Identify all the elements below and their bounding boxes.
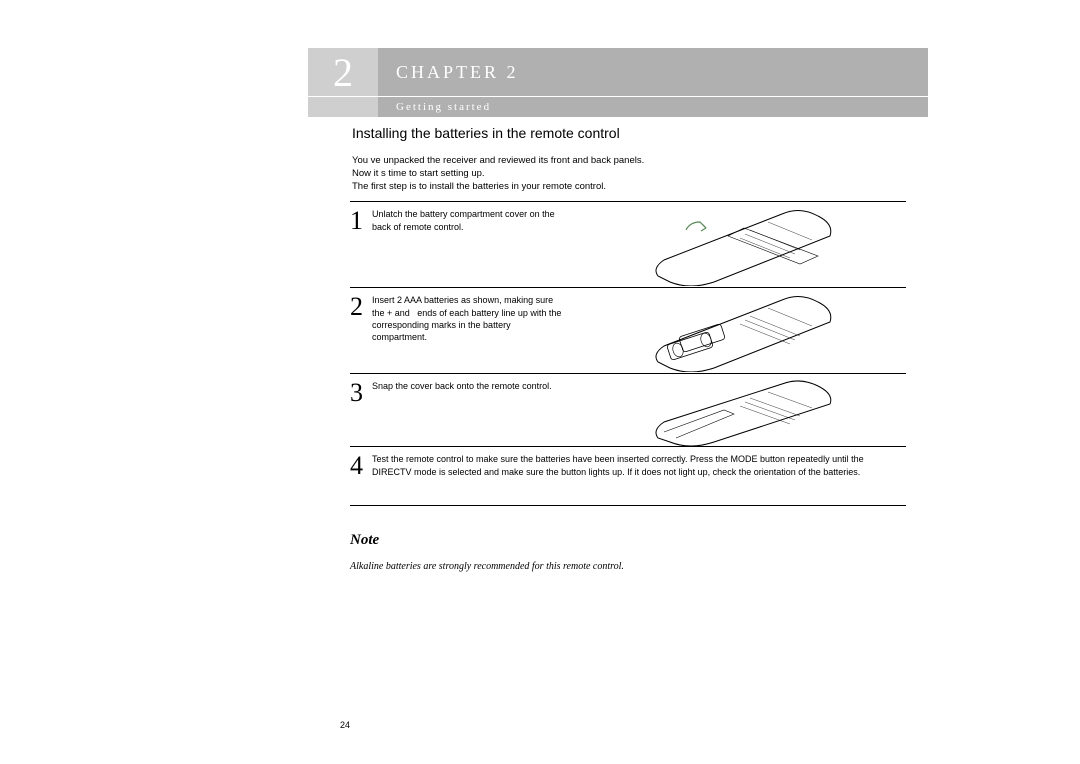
chapter-subtitle: Getting started (378, 97, 928, 117)
intro-line-2: Now it s time to start setting up. (352, 168, 910, 181)
page-number: 24 (340, 720, 350, 730)
step-row: 3 Snap the cover back onto the remote co… (350, 373, 906, 446)
step-text: Insert 2 AAA batteries as shown, making … (372, 294, 574, 373)
step-figure (574, 294, 906, 373)
step-figure (574, 380, 906, 446)
note-block: Note Alkaline batteries are strongly rec… (350, 532, 910, 572)
step-number: 4 (350, 453, 372, 505)
step-text: Snap the cover back onto the remote cont… (372, 380, 574, 446)
remote-illustration-icon (650, 294, 840, 372)
step-row: 1 Unlatch the battery compartment cover … (350, 201, 906, 287)
step-number: 3 (350, 380, 372, 446)
chapter-number: 2 (308, 48, 378, 96)
chapter-header-block: 2 CHAPTER 2 Getting started (308, 48, 928, 117)
section-title: Installing the batteries in the remote c… (352, 125, 910, 141)
chapter-sub-spacer (308, 97, 378, 117)
remote-illustration-icon (650, 208, 840, 286)
step-row: 2 Insert 2 AAA batteries as shown, makin… (350, 287, 906, 373)
step-figure (574, 208, 906, 287)
intro-line-1: You ve unpacked the receiver and reviewe… (352, 155, 910, 168)
intro-line-3: The first step is to install the batteri… (352, 181, 910, 194)
chapter-title: CHAPTER 2 (378, 48, 928, 96)
step-number: 2 (350, 294, 372, 373)
step-text: Unlatch the battery compartment cover on… (372, 208, 574, 287)
step-text: Test the remote control to make sure the… (372, 453, 892, 505)
steps-list: 1 Unlatch the battery compartment cover … (350, 201, 910, 506)
page-content: Installing the batteries in the remote c… (350, 125, 910, 572)
note-text: Alkaline batteries are strongly recommen… (350, 561, 910, 572)
step-number: 1 (350, 208, 372, 287)
step-row: 4 Test the remote control to make sure t… (350, 446, 906, 506)
remote-illustration-icon (650, 380, 840, 446)
chapter-subheader-row: Getting started (308, 97, 928, 117)
note-label: Note (350, 532, 910, 549)
chapter-header-row: 2 CHAPTER 2 (308, 48, 928, 96)
intro-text: You ve unpacked the receiver and reviewe… (352, 155, 910, 193)
